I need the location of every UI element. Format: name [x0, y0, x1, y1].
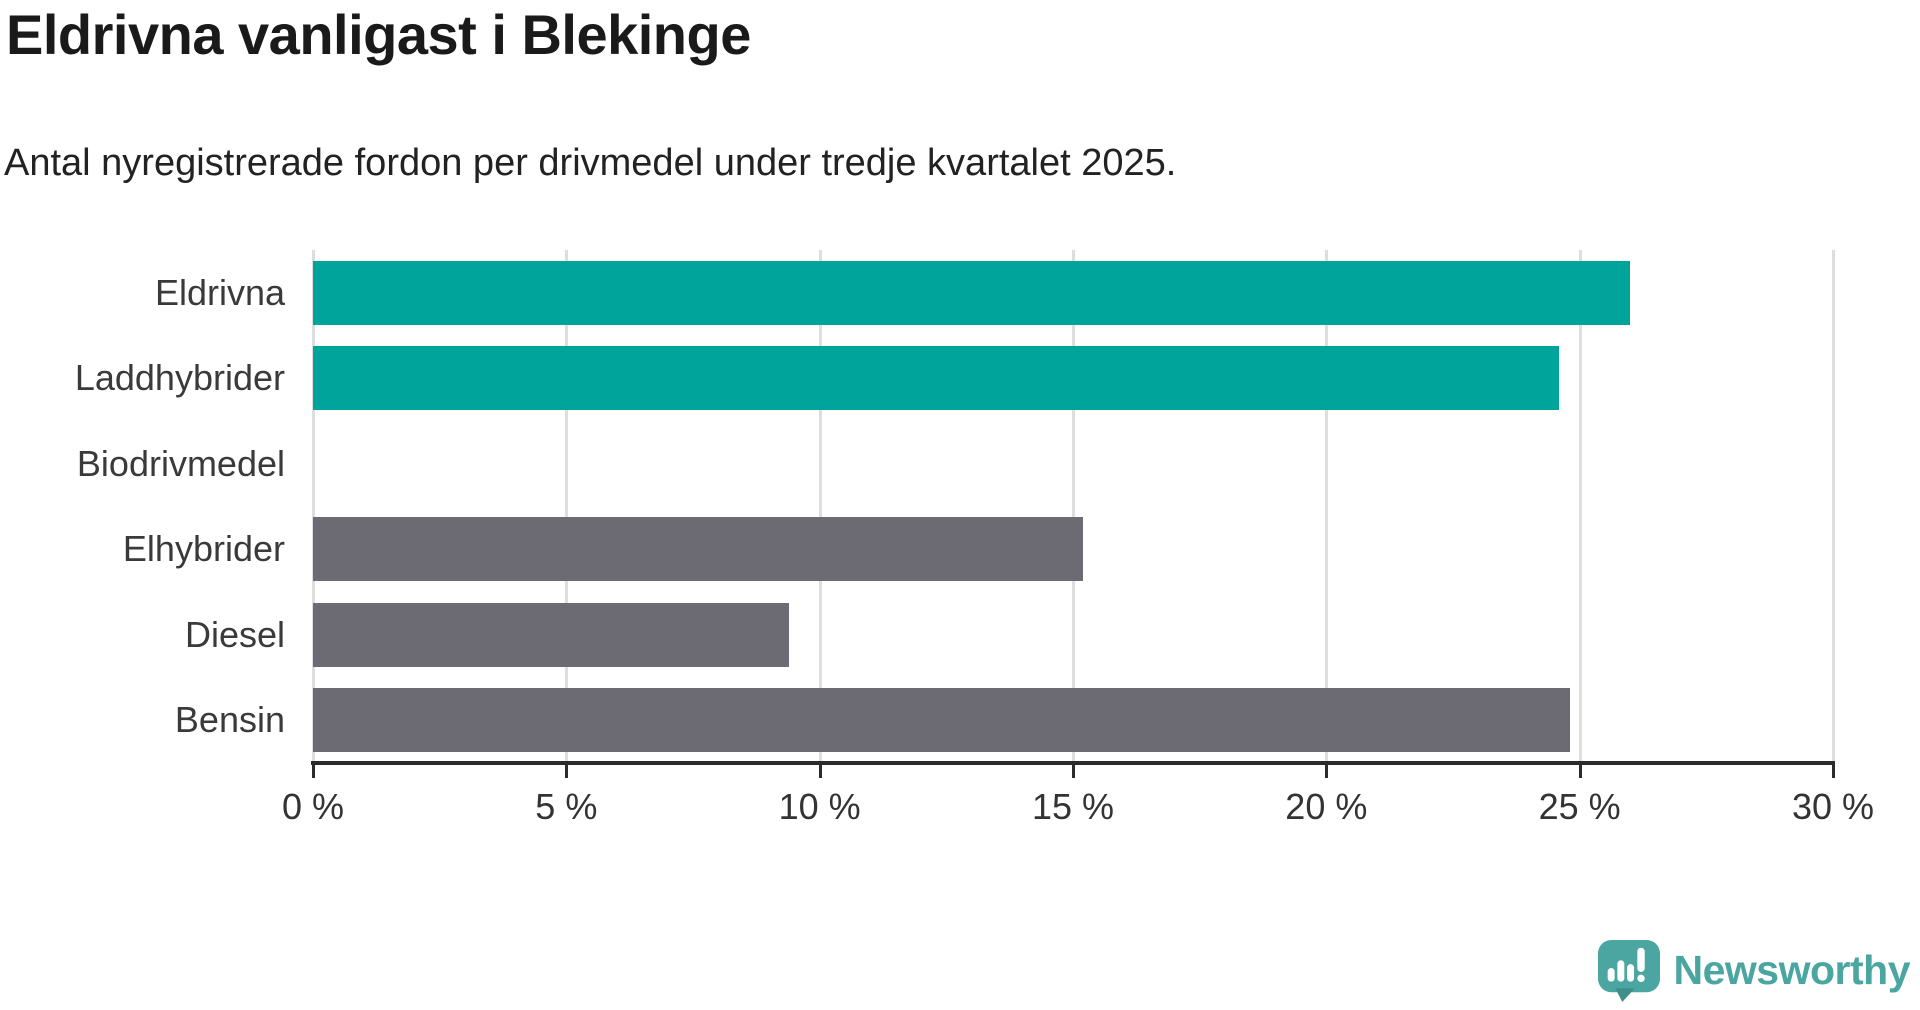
- bar: [313, 260, 1631, 325]
- gridline: [1832, 250, 1835, 763]
- category-labels: Eldrivna Laddhybrider Biodrivmedel Elhybrid…: [0, 250, 285, 763]
- bar: [313, 517, 1084, 582]
- plot-area: [312, 250, 1835, 763]
- bar: [313, 688, 1570, 753]
- x-tick-label: 10 %: [778, 786, 861, 827]
- bar: [313, 346, 1560, 411]
- gridline: [1325, 250, 1329, 763]
- x-tick-label: 25 %: [1538, 786, 1621, 827]
- gridline: [1578, 250, 1582, 763]
- x-tick-label: 0 %: [281, 786, 345, 827]
- gridline: [1072, 250, 1075, 763]
- category-label: Eldrivna: [154, 271, 285, 313]
- x-tick-label: 30 %: [1791, 786, 1875, 827]
- newsworthy-logo: Newsworthy: [1596, 938, 1911, 1002]
- x-tick-label: 15 %: [1031, 786, 1115, 827]
- x-tick-label: 5 %: [535, 786, 598, 827]
- category-label: Diesel: [184, 613, 285, 655]
- newsworthy-bubble-barchart-icon: [1597, 939, 1660, 1002]
- x-axis-tick: [1578, 765, 1582, 778]
- category-label: Biodrivmedel: [76, 442, 285, 484]
- x-axis-tick: [818, 765, 822, 778]
- page-subtitle: Antal nyregistrerade fordon per drivmede…: [4, 142, 1177, 184]
- x-axis-tick: [1832, 765, 1835, 778]
- gridline: [818, 250, 822, 763]
- gridline: [565, 250, 569, 763]
- x-axis-tick: [1072, 765, 1075, 778]
- category-label: Laddhybrider: [74, 357, 285, 399]
- page-title: Eldrivna vanligast i Blekinge: [6, 3, 751, 66]
- x-axis-tick: [1325, 765, 1329, 778]
- category-label: Elhybrider: [122, 528, 285, 570]
- logo-text: Newsworthy: [1673, 946, 1911, 993]
- bar: [313, 602, 790, 667]
- x-axis-tick: [312, 765, 315, 778]
- x-axis-tick: [565, 765, 569, 778]
- x-tick-label: 20 %: [1285, 786, 1368, 827]
- gridline: [312, 250, 315, 763]
- x-axis-line: [311, 761, 1835, 765]
- category-label: Bensin: [174, 699, 285, 741]
